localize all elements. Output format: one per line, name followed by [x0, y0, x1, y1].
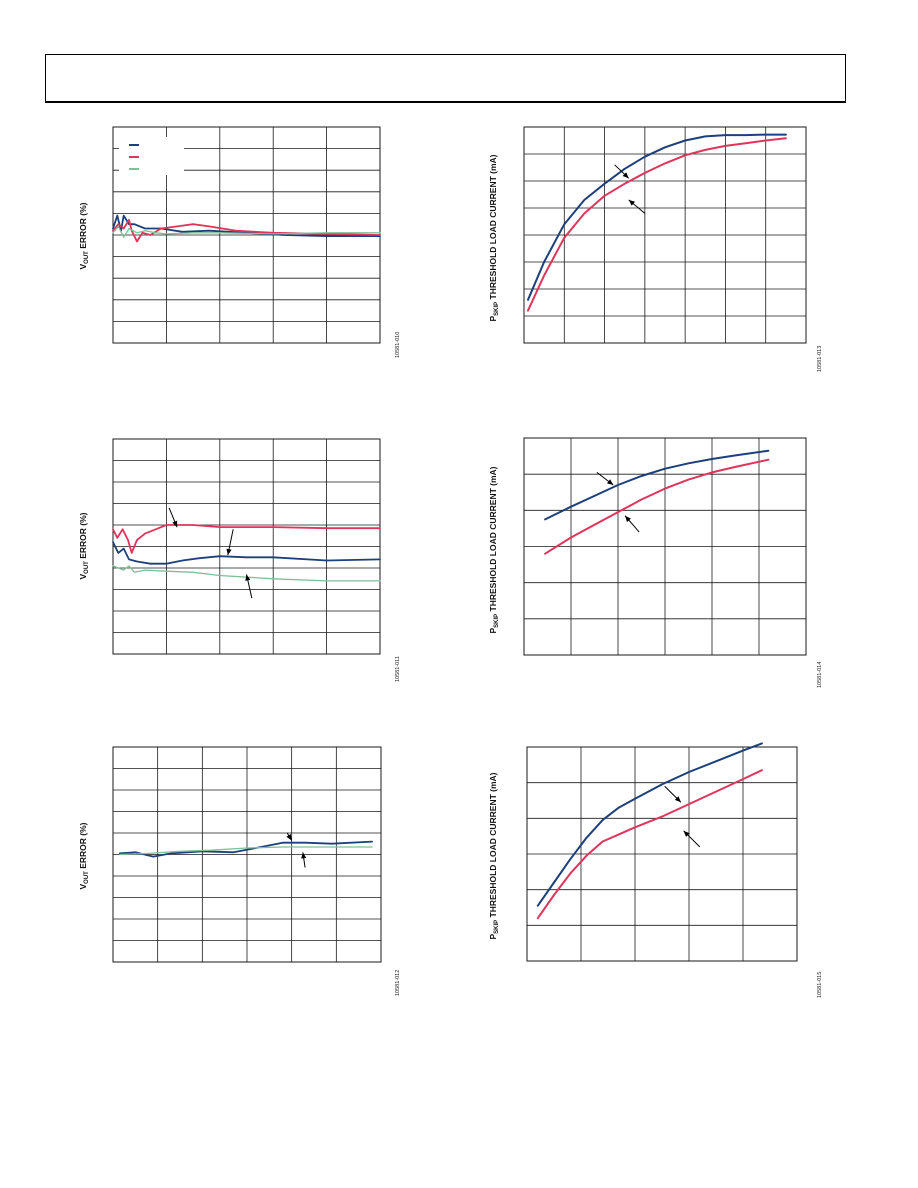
series-line-blue	[112, 541, 381, 565]
annotation-arrow-head	[226, 548, 232, 556]
annotation-arrow-head	[301, 852, 307, 859]
annotation-arrow-head	[606, 479, 614, 486]
chart-svg: PSKIP THRESHOLD LOAD CURRENT (mA) 10581-…	[488, 437, 823, 688]
ylabel-tail: ERROR (%)	[78, 202, 88, 251]
chart-vout-error-1: VOUT ERROR (%) 10581-010	[70, 120, 401, 380]
figure-id: 10581-013	[817, 346, 823, 372]
ylabel-main: P	[488, 628, 498, 634]
series-line-red	[536, 769, 763, 920]
annotation-arrow-head	[674, 796, 681, 803]
chart-svg: VOUT ERROR (%) 10581-011	[78, 438, 401, 682]
annotation-arrow-head	[622, 172, 629, 179]
ylabel-tail: ERROR (%)	[78, 512, 88, 561]
annotation-arrow-head	[286, 834, 292, 841]
series-line-red	[527, 137, 787, 312]
svg-text:PSKIP THRESHOLD LOAD CURRENT (: PSKIP THRESHOLD LOAD CURRENT (mA)	[488, 772, 500, 939]
ylabel-sub: SKIP	[494, 302, 500, 316]
svg-text:VOUT ERROR (%): VOUT ERROR (%)	[78, 512, 90, 579]
series-line-green	[119, 846, 373, 856]
series-line-blue	[544, 449, 770, 521]
y-axis-label: VOUT ERROR (%)	[78, 202, 90, 269]
y-axis-label: PSKIP THRESHOLD LOAD CURRENT (mA)	[488, 154, 500, 321]
annotation-arrow-head	[683, 830, 690, 837]
chart-svg: VOUT ERROR (%) 10581-012	[78, 746, 401, 996]
ylabel-sub: SKIP	[494, 920, 500, 934]
ylabel-main: V	[78, 883, 88, 889]
chart-pskip-threshold-2: PSKIP THRESHOLD LOAD CURRENT (mA) 10581-…	[488, 432, 828, 692]
y-axis-label: VOUT ERROR (%)	[78, 822, 90, 889]
chart-vout-error-3: VOUT ERROR (%) 10581-012	[70, 740, 401, 1000]
ylabel-main: V	[78, 263, 88, 269]
ylabel-tail: THRESHOLD LOAD CURRENT (mA)	[488, 772, 498, 919]
ylabel-sub: OUT	[84, 561, 90, 574]
plot-area	[112, 438, 381, 655]
y-axis-label: PSKIP THRESHOLD LOAD CURRENT (mA)	[488, 772, 500, 939]
plot-area	[523, 126, 807, 344]
chart-pskip-threshold-1: PSKIP THRESHOLD LOAD CURRENT (mA) 10581-…	[488, 120, 828, 380]
figure-id: 10581-015	[817, 972, 823, 998]
series-line-blue	[112, 214, 381, 237]
series-line-red	[544, 458, 770, 555]
plot-area	[523, 437, 807, 656]
chart-svg: PSKIP THRESHOLD LOAD CURRENT (mA) 10581-…	[488, 742, 823, 998]
annotation-arrow-head	[628, 199, 636, 206]
svg-text:PSKIP THRESHOLD LOAD CURRENT (: PSKIP THRESHOLD LOAD CURRENT (mA)	[488, 154, 500, 321]
svg-text:VOUT ERROR (%): VOUT ERROR (%)	[78, 202, 90, 269]
ylabel-tail: THRESHOLD LOAD CURRENT (mA)	[488, 154, 498, 301]
figure-id: 10581-014	[817, 662, 823, 688]
chart-svg: VOUT ERROR (%) 10581-010	[78, 126, 401, 358]
ylabel-main: P	[488, 934, 498, 940]
ylabel-sub: OUT	[84, 871, 90, 884]
ylabel-main: V	[78, 573, 88, 579]
figure-id: 10581-011	[395, 656, 401, 682]
plot-area	[526, 742, 798, 962]
ylabel-sub: SKIP	[494, 614, 500, 628]
series-line-red	[112, 219, 381, 243]
plot-frame	[526, 746, 798, 962]
page-header-frame	[45, 54, 846, 103]
series-line-green	[112, 565, 381, 582]
svg-text:PSKIP THRESHOLD LOAD CURRENT (: PSKIP THRESHOLD LOAD CURRENT (mA)	[488, 466, 500, 633]
ylabel-tail: THRESHOLD LOAD CURRENT (mA)	[488, 466, 498, 613]
plot-area	[112, 126, 381, 344]
series-line-blue	[536, 742, 763, 907]
series-line-blue	[118, 840, 374, 858]
plot-frame	[523, 126, 807, 344]
series-line-blue	[527, 133, 787, 301]
legend-box	[119, 137, 184, 175]
figure-id: 10581-010	[395, 332, 401, 358]
ylabel-main: P	[488, 316, 498, 322]
series-line-green	[112, 225, 381, 238]
chart-svg: PSKIP THRESHOLD LOAD CURRENT (mA) 10581-…	[488, 126, 823, 372]
chart-vout-error-2: VOUT ERROR (%) 10581-011	[70, 432, 401, 692]
ylabel-sub: OUT	[84, 251, 90, 264]
annotation-arrow-head	[625, 515, 631, 522]
series-line-red	[112, 524, 381, 554]
plot-area	[112, 746, 382, 963]
plot-frame	[112, 746, 382, 963]
annotation-arrow-head	[172, 520, 178, 528]
plot-frame	[523, 437, 807, 656]
y-axis-label: PSKIP THRESHOLD LOAD CURRENT (mA)	[488, 466, 500, 633]
figure-id: 10581-012	[395, 970, 401, 996]
annotation-arrow-head	[245, 574, 251, 581]
svg-text:VOUT ERROR (%): VOUT ERROR (%)	[78, 822, 90, 889]
plot-frame	[112, 438, 381, 655]
chart-pskip-threshold-3: PSKIP THRESHOLD LOAD CURRENT (mA) 10581-…	[488, 740, 828, 1000]
ylabel-tail: ERROR (%)	[78, 822, 88, 871]
y-axis-label: VOUT ERROR (%)	[78, 512, 90, 579]
